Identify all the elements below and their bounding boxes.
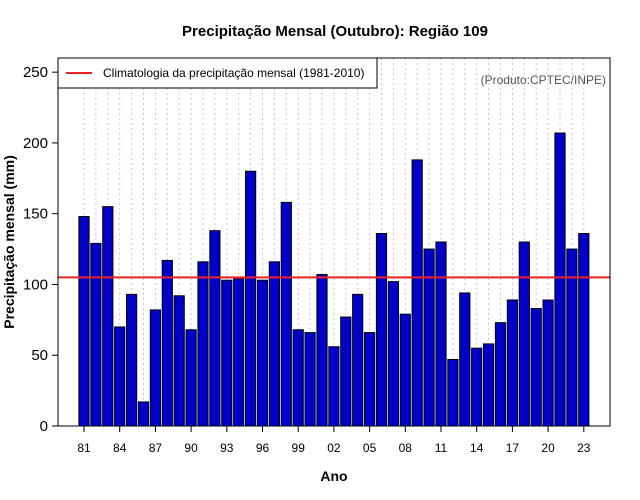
bar-2011	[435, 241, 447, 427]
bar-2000	[304, 332, 316, 427]
bar-1981	[78, 216, 90, 427]
bar-2008	[399, 313, 411, 427]
legend-box	[57, 57, 378, 89]
bar-2006	[375, 233, 388, 427]
bar-1984	[114, 326, 126, 427]
bar-series	[78, 132, 590, 427]
x-tick-label: 96	[256, 441, 270, 455]
bar-1992	[209, 230, 221, 427]
bar-1982	[90, 242, 102, 427]
bar-1987	[149, 309, 162, 427]
bar-2001	[316, 274, 328, 427]
bar-2012	[447, 358, 459, 427]
bar-1991	[197, 261, 209, 427]
bar-2015	[483, 343, 495, 427]
bar-1995	[245, 170, 257, 427]
bar-2009	[411, 159, 423, 427]
legend: Climatologia da precipitação mensal (198…	[57, 57, 378, 89]
bar-2018	[518, 241, 530, 427]
bar-1997	[268, 261, 280, 427]
x-tick-label: 20	[541, 441, 555, 455]
bar-1999	[292, 329, 304, 427]
x-tick-label: 02	[327, 441, 341, 455]
bar-2003	[340, 316, 352, 427]
x-tick-label: 08	[399, 441, 413, 455]
bar-1990	[185, 329, 197, 427]
bar-2023	[578, 233, 590, 427]
bar-2005	[364, 332, 376, 427]
bar-1988	[161, 259, 173, 427]
x-tick-label: 87	[149, 441, 163, 455]
x-axis-label: Ano	[320, 468, 347, 484]
bar-2022	[566, 248, 578, 427]
bar-1998	[280, 201, 292, 427]
bar-2010	[423, 248, 435, 427]
x-axis: 81 84 87 90 93 96 99 02 05 08 11 14 17 20 23	[77, 426, 591, 455]
bar-1994	[233, 278, 245, 427]
bar-2019	[530, 308, 542, 427]
y-tick-label: 100	[23, 276, 48, 293]
x-tick-label: 84	[113, 441, 127, 455]
x-tick-label: 05	[363, 441, 377, 455]
x-tick-label: 11	[435, 441, 448, 455]
bar-2013	[459, 292, 471, 427]
y-axis-label: Precipitação mensal (mm)	[1, 155, 17, 329]
y-tick-label: 50	[31, 347, 48, 364]
y-tick-label: 200	[23, 135, 48, 152]
x-tick-label: 99	[292, 441, 306, 455]
legend-label: Climatologia da precipitação mensal (198…	[103, 66, 364, 80]
x-tick-label: 17	[506, 441, 520, 455]
x-tick-label: 14	[470, 441, 484, 455]
y-tick-label: 150	[23, 206, 48, 223]
x-tick-label: 93	[220, 441, 234, 455]
bar-2004	[352, 293, 364, 427]
bar-2021	[554, 132, 566, 427]
x-tick-label: 81	[77, 441, 91, 455]
bar-2017	[506, 299, 518, 427]
y-tick-label: 250	[23, 64, 48, 81]
bar-1986	[137, 401, 150, 427]
bar-1993	[221, 279, 233, 427]
chart-title: Precipitação Mensal (Outubro): Região 10…	[182, 23, 488, 40]
y-tick-label: 0	[40, 418, 48, 435]
bar-1996	[256, 279, 269, 427]
x-tick-label: 23	[577, 441, 591, 455]
product-credit: (Produto:CPTEC/INPE)	[481, 73, 606, 87]
bar-2020	[542, 299, 554, 427]
bar-1989	[173, 295, 185, 427]
bar-2016	[494, 322, 507, 427]
bar-2002	[328, 346, 340, 427]
bar-2014	[471, 347, 483, 427]
bar-1985	[126, 293, 138, 427]
x-tick-label: 90	[184, 441, 198, 455]
y-axis: 0 50 100 150 200 250	[23, 64, 58, 435]
bar-2007	[387, 281, 399, 427]
bar-1983	[102, 206, 114, 427]
